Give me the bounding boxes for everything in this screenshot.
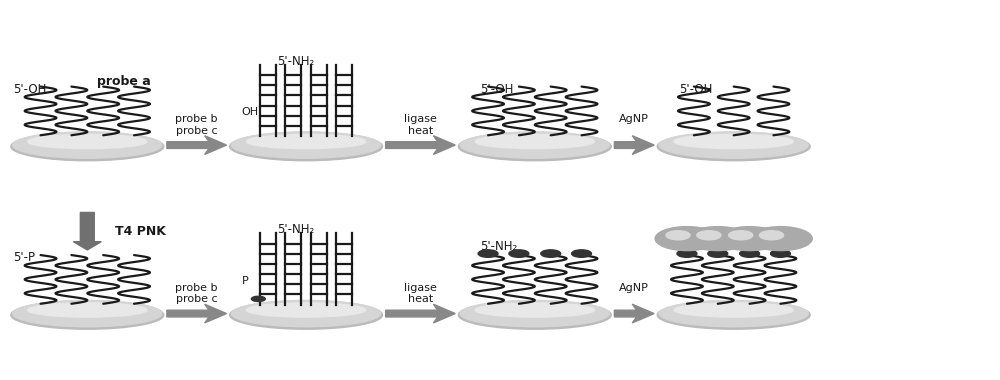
Text: ligase: ligase [404,283,437,293]
Text: AgNP: AgNP [619,283,649,293]
Text: 5'-NH₂: 5'-NH₂ [278,55,315,68]
Text: probe c: probe c [176,126,218,136]
Circle shape [686,226,750,250]
Circle shape [251,296,265,301]
Circle shape [740,250,760,257]
Ellipse shape [232,132,381,158]
Circle shape [478,250,498,257]
Circle shape [677,250,697,257]
Ellipse shape [232,301,381,327]
FancyArrow shape [386,136,455,154]
Ellipse shape [460,132,609,158]
Text: heat: heat [408,294,433,304]
Ellipse shape [28,303,147,317]
Text: probe a: probe a [97,75,151,88]
Text: 5'-OH: 5'-OH [480,82,513,96]
Ellipse shape [13,301,162,327]
Circle shape [718,226,781,250]
Text: 5'-NH₂: 5'-NH₂ [480,240,517,253]
Ellipse shape [657,301,810,329]
Circle shape [655,226,719,250]
Text: AgNP: AgNP [619,114,649,125]
Text: probe c: probe c [176,294,218,304]
Ellipse shape [13,132,162,158]
Circle shape [541,250,561,257]
Ellipse shape [659,132,808,158]
Ellipse shape [458,301,611,329]
Ellipse shape [475,135,594,149]
FancyArrow shape [614,304,654,323]
Text: P: P [241,276,248,286]
Text: 5'-OH: 5'-OH [13,82,46,96]
Ellipse shape [475,303,594,317]
Ellipse shape [230,132,383,161]
Circle shape [572,250,591,257]
FancyArrow shape [614,136,654,154]
Circle shape [770,250,790,257]
Circle shape [729,231,753,240]
Ellipse shape [230,301,383,329]
Text: OH: OH [241,107,259,117]
Ellipse shape [657,132,810,161]
Text: 5'-P: 5'-P [13,251,35,264]
Text: ligase: ligase [404,114,437,125]
Ellipse shape [246,135,366,149]
Ellipse shape [659,301,808,327]
Text: probe b: probe b [175,283,218,293]
Circle shape [749,226,812,250]
FancyArrow shape [167,136,227,154]
Ellipse shape [674,135,793,149]
Circle shape [697,231,721,240]
Ellipse shape [458,132,611,161]
Circle shape [666,231,690,240]
FancyArrow shape [386,304,455,323]
Circle shape [708,250,728,257]
Text: heat: heat [408,126,433,136]
Ellipse shape [460,301,609,327]
Ellipse shape [246,303,366,317]
Circle shape [509,250,529,257]
Ellipse shape [674,303,793,317]
Text: 5'-NH₂: 5'-NH₂ [278,223,315,236]
Circle shape [759,231,784,240]
FancyArrow shape [73,212,101,250]
Text: probe b: probe b [175,114,218,125]
Text: 5'-OH: 5'-OH [679,82,712,96]
Ellipse shape [28,135,147,149]
FancyArrow shape [167,304,227,323]
Text: T4 PNK: T4 PNK [115,225,166,238]
Ellipse shape [11,132,164,161]
Ellipse shape [11,301,164,329]
